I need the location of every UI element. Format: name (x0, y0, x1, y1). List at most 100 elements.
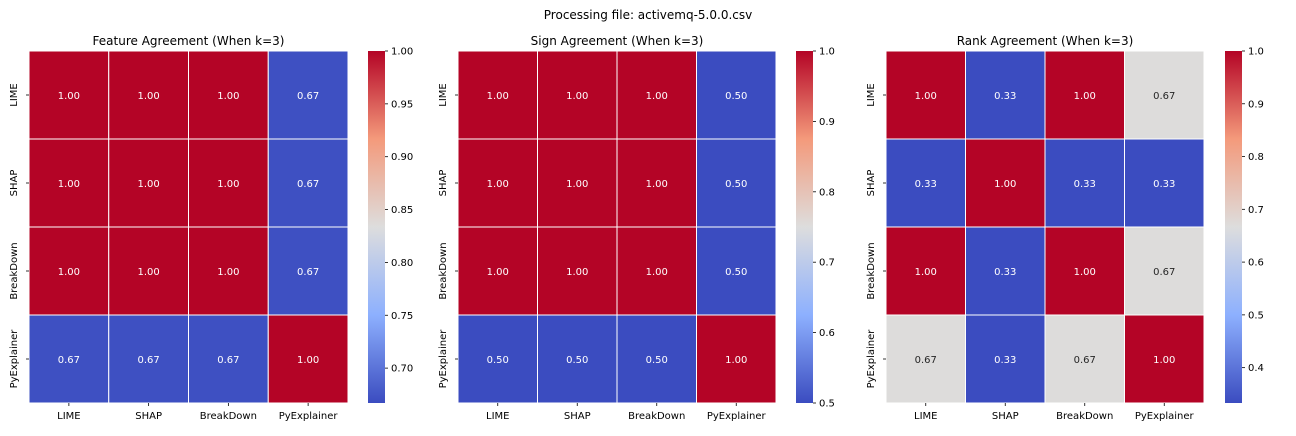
cell-value-label: 1.00 (58, 267, 80, 278)
heatmap-cell (267, 226, 349, 316)
cell-value-label: 0.33 (915, 179, 937, 190)
x-tick-label: BreakDown (200, 411, 257, 422)
cell-value-label: 0.33 (1153, 179, 1175, 190)
cell-value-label: 1.00 (487, 267, 509, 278)
cell-value-label: 1.00 (487, 91, 509, 102)
colorbar-tick-label: 1.0 (819, 47, 835, 58)
cell-value-label: 0.67 (297, 267, 319, 278)
heatmap-cell (696, 138, 777, 228)
colorbar-tick-label: 0.75 (391, 311, 413, 322)
y-tick-label: SHAP (866, 170, 877, 197)
cell-value-label: 1.00 (137, 179, 159, 190)
cell-value-label: 0.67 (58, 355, 80, 366)
colorbar-tick-label: 1.00 (391, 47, 413, 58)
cell-value-label: 1.00 (297, 355, 319, 366)
heatmap-cell (267, 50, 349, 140)
heatmap-panel-1: Feature Agreement (When k=3) 1.00 1.00 1.00… (9, 34, 413, 422)
heatmap-cell (108, 138, 189, 228)
y-tick-label: LIME (866, 83, 877, 106)
heatmap-cell (28, 50, 110, 140)
colorbar-tick-label: 0.70 (391, 364, 413, 375)
cell-value-label: 0.33 (1074, 179, 1096, 190)
cell-value-label: 1.00 (566, 91, 588, 102)
cell-value-label: 0.67 (217, 355, 239, 366)
colorbar-tick-label: 0.95 (391, 99, 413, 110)
heatmap-cell (616, 50, 697, 140)
colorbar-tick-label: 0.6 (819, 328, 835, 339)
heatmap-cell (1124, 226, 1205, 316)
x-tick-label: SHAP (992, 411, 1019, 422)
cell-value-label: 1.00 (58, 91, 80, 102)
y-tick-label: SHAP (9, 170, 20, 197)
colorbar-tick-label: 0.85 (391, 205, 413, 216)
figure-suptitle: Processing file: activemq-5.0.0.csv (544, 8, 752, 22)
x-tick-label: SHAP (564, 411, 591, 422)
x-tick-label: LIME (486, 411, 509, 422)
cell-value-label: 1.00 (915, 267, 937, 278)
heatmap-cell (537, 314, 618, 404)
colorbar-tick-label: 0.6 (1248, 258, 1264, 269)
colorbar-tick-label: 0.8 (1248, 152, 1264, 163)
cell-value-label: 1.00 (646, 179, 668, 190)
heatmap-cell (28, 314, 110, 404)
heatmap-cell (696, 226, 777, 316)
heatmap-cell (537, 50, 618, 140)
y-tick-label: BreakDown (866, 242, 877, 299)
heatmap-cell (267, 314, 349, 404)
colorbar (368, 51, 385, 403)
cell-value-label: 0.50 (566, 355, 588, 366)
y-tick-label: BreakDown (9, 242, 20, 299)
heatmap-cell (1124, 50, 1205, 140)
heatmap-cell (108, 226, 189, 316)
cell-value-label: 1.00 (217, 179, 239, 190)
x-tick-label: BreakDown (628, 411, 685, 422)
panel-title: Sign Agreement (When k=3) (531, 34, 704, 48)
heatmap-cell (965, 138, 1046, 228)
x-tick-label: BreakDown (1056, 411, 1113, 422)
colorbar-tick-label: 0.4 (1248, 363, 1264, 374)
cell-value-label: 1.00 (566, 179, 588, 190)
y-tick-label: LIME (438, 83, 449, 106)
x-tick-label: SHAP (135, 411, 162, 422)
cell-value-label: 0.67 (1074, 355, 1096, 366)
cell-value-label: 1.00 (137, 91, 159, 102)
heatmap-cell (1124, 314, 1205, 404)
cell-value-label: 0.33 (994, 355, 1016, 366)
cell-value-label: 0.67 (137, 355, 159, 366)
cell-value-label: 0.67 (1153, 267, 1175, 278)
heatmap-cell (965, 314, 1046, 404)
cell-value-label: 1.00 (58, 179, 80, 190)
colorbar-tick-label: 1.0 (1248, 47, 1264, 58)
y-tick-label: LIME (9, 83, 20, 106)
x-tick-label: PyExplainer (1135, 411, 1195, 422)
colorbar-tick-label: 0.7 (1248, 205, 1264, 216)
heatmap-cell (696, 50, 777, 140)
colorbar-tick-label: 0.9 (1248, 99, 1264, 110)
cell-value-label: 0.50 (487, 355, 509, 366)
colorbar-tick-label: 0.90 (391, 152, 413, 163)
cell-value-label: 1.00 (1074, 267, 1096, 278)
y-tick-label: PyExplainer (438, 329, 449, 389)
cell-value-label: 1.00 (137, 267, 159, 278)
heatmap-cell (1044, 226, 1125, 316)
heatmap-cell (965, 226, 1046, 316)
x-tick-label: PyExplainer (707, 411, 767, 422)
heatmap-cell (1044, 50, 1125, 140)
heatmap-cell (108, 314, 189, 404)
cell-value-label: 0.33 (994, 267, 1016, 278)
colorbar-tick-label: 0.9 (819, 117, 835, 128)
cell-value-label: 1.00 (566, 267, 588, 278)
colorbar (796, 51, 813, 403)
cell-value-label: 1.00 (646, 267, 668, 278)
y-tick-label: PyExplainer (9, 329, 20, 389)
cell-value-label: 1.00 (1074, 91, 1096, 102)
heatmap-cell (616, 226, 697, 316)
x-tick-label: LIME (914, 411, 937, 422)
heatmap-cell (267, 138, 349, 228)
heatmap-cell (885, 314, 966, 404)
panel-title: Rank Agreement (When k=3) (957, 34, 1134, 48)
cell-value-label: 1.00 (646, 91, 668, 102)
heatmap-cell (28, 138, 110, 228)
